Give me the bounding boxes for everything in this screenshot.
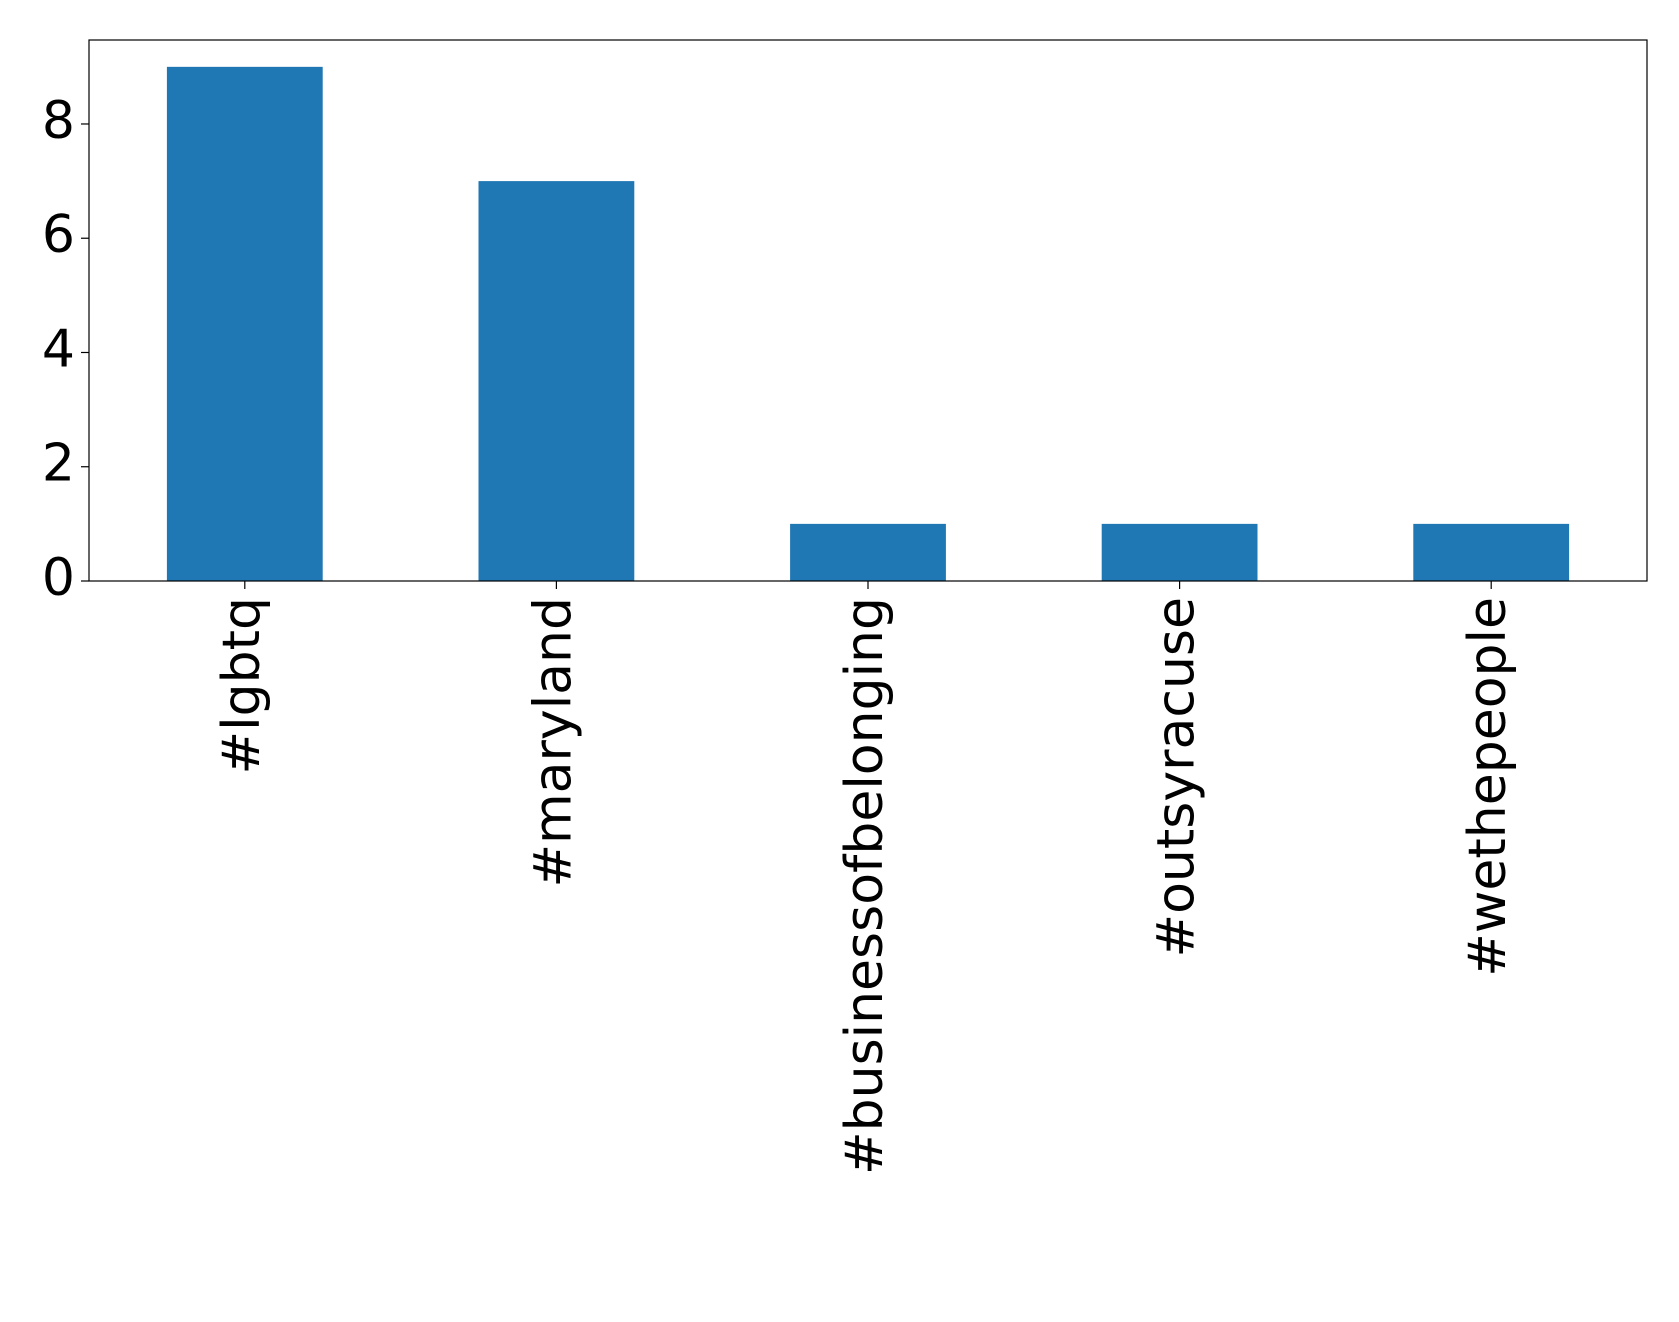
bar — [1413, 523, 1570, 581]
x-tick-label: #wethepeople — [1458, 597, 1518, 977]
x-tick-label: #businessofbelonging — [835, 597, 895, 1175]
y-tick-label: 8 — [42, 91, 75, 151]
bar — [166, 66, 323, 582]
bar — [790, 523, 946, 581]
x-tick-label: #outsyracuse — [1147, 597, 1207, 957]
y-tick-label: 0 — [42, 548, 75, 608]
plot-frame — [88, 39, 1648, 582]
bar — [1101, 523, 1258, 581]
x-tick-label: #lgbtq — [212, 597, 272, 774]
y-tick-label: 6 — [42, 205, 75, 265]
x-tick-label: #maryland — [523, 597, 583, 888]
bar — [478, 181, 635, 581]
y-tick-label: 2 — [42, 434, 75, 494]
y-tick-label: 4 — [42, 319, 75, 379]
